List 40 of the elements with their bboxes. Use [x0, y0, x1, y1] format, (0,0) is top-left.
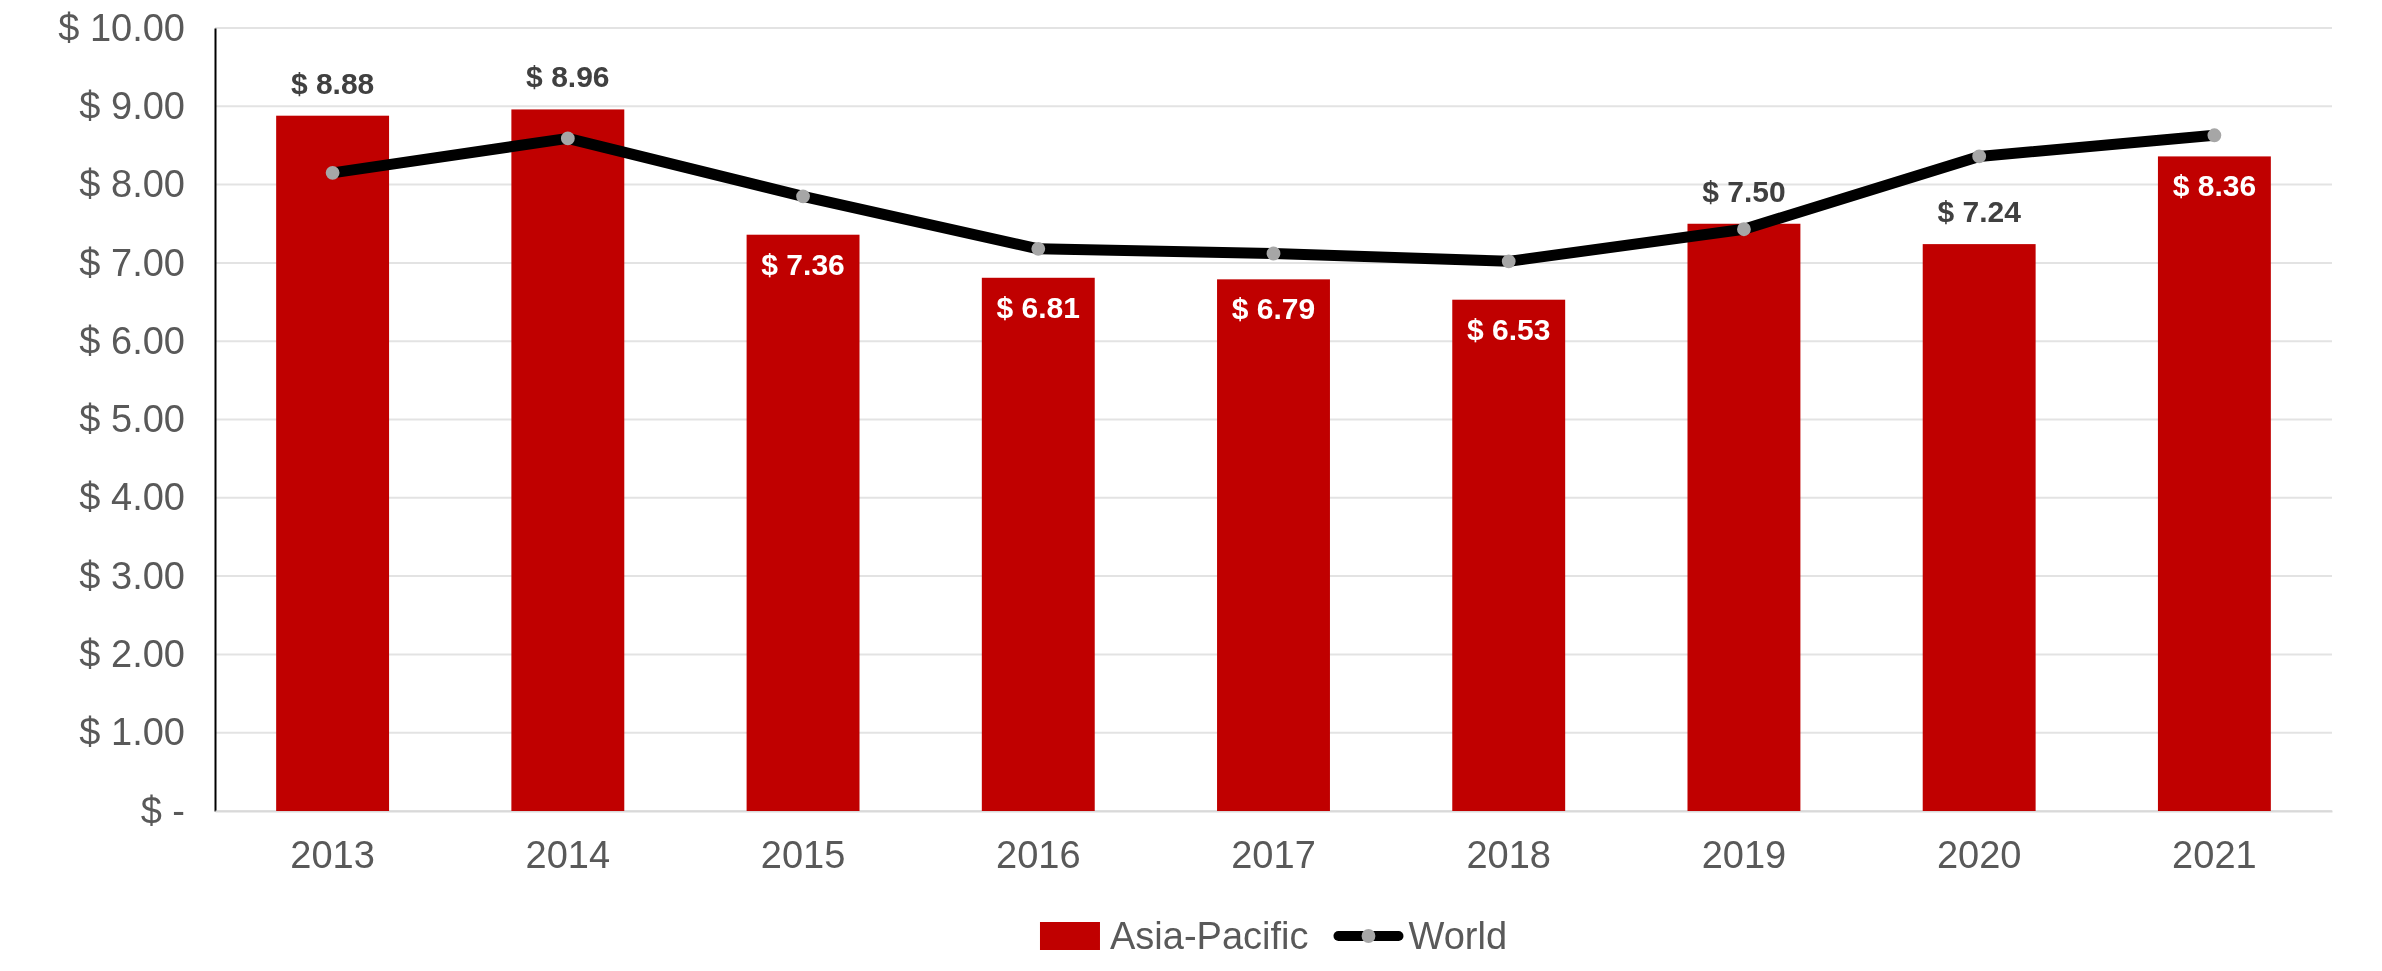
x-tick-label: 2014 — [525, 833, 611, 876]
bar — [1452, 299, 1566, 811]
y-tick-label: $ 6.00 — [79, 319, 185, 362]
data-label: $ 7.36 — [761, 247, 845, 281]
x-tick-label: 2021 — [2172, 833, 2257, 876]
x-tick-label: 2013 — [290, 833, 375, 876]
bar — [1217, 279, 1330, 811]
data-label: $ 8.96 — [526, 60, 610, 94]
x-tick-label: 2020 — [1936, 833, 2022, 876]
data-label: $ 8.88 — [290, 66, 375, 100]
data-label: $ 7.24 — [1937, 195, 2022, 229]
data-label: $ 6.81 — [996, 290, 1080, 324]
legend-label: Asia-Pacific — [1109, 915, 1309, 957]
bar — [511, 109, 625, 811]
bar — [746, 234, 860, 811]
y-tick-label: $ 4.00 — [79, 476, 185, 519]
y-tick-label: $ 1.00 — [79, 711, 185, 754]
legend-label: World — [1408, 915, 1508, 957]
y-tick-label: $ 5.00 — [79, 398, 185, 441]
bar — [981, 277, 1095, 811]
bar — [276, 115, 390, 811]
data-label: $ 6.79 — [1231, 292, 1316, 326]
data-label: $ 6.53 — [1467, 312, 1551, 346]
y-tick-label: $ 7.00 — [79, 241, 185, 284]
data-label: $ 7.50 — [1702, 174, 1786, 208]
x-tick-label: 2016 — [996, 833, 1081, 876]
x-tick-label: 2015 — [760, 833, 846, 876]
y-tick-label: $ 8.00 — [79, 163, 185, 206]
bar — [2157, 156, 2271, 811]
bar — [1922, 244, 2036, 811]
bar — [1687, 223, 1801, 811]
x-tick-label: 2019 — [1701, 833, 1787, 876]
y-tick-label: $ 10.00 — [58, 6, 185, 49]
data-label: $ 8.36 — [2172, 169, 2257, 203]
y-tick-label: $ 2.00 — [79, 633, 185, 676]
x-tick-label: 2018 — [1466, 833, 1551, 876]
y-tick-label: $ - — [140, 789, 185, 832]
y-tick-label: $ 3.00 — [79, 554, 185, 597]
x-tick-label: 2017 — [1231, 833, 1316, 876]
y-tick-label: $ 9.00 — [79, 84, 185, 127]
